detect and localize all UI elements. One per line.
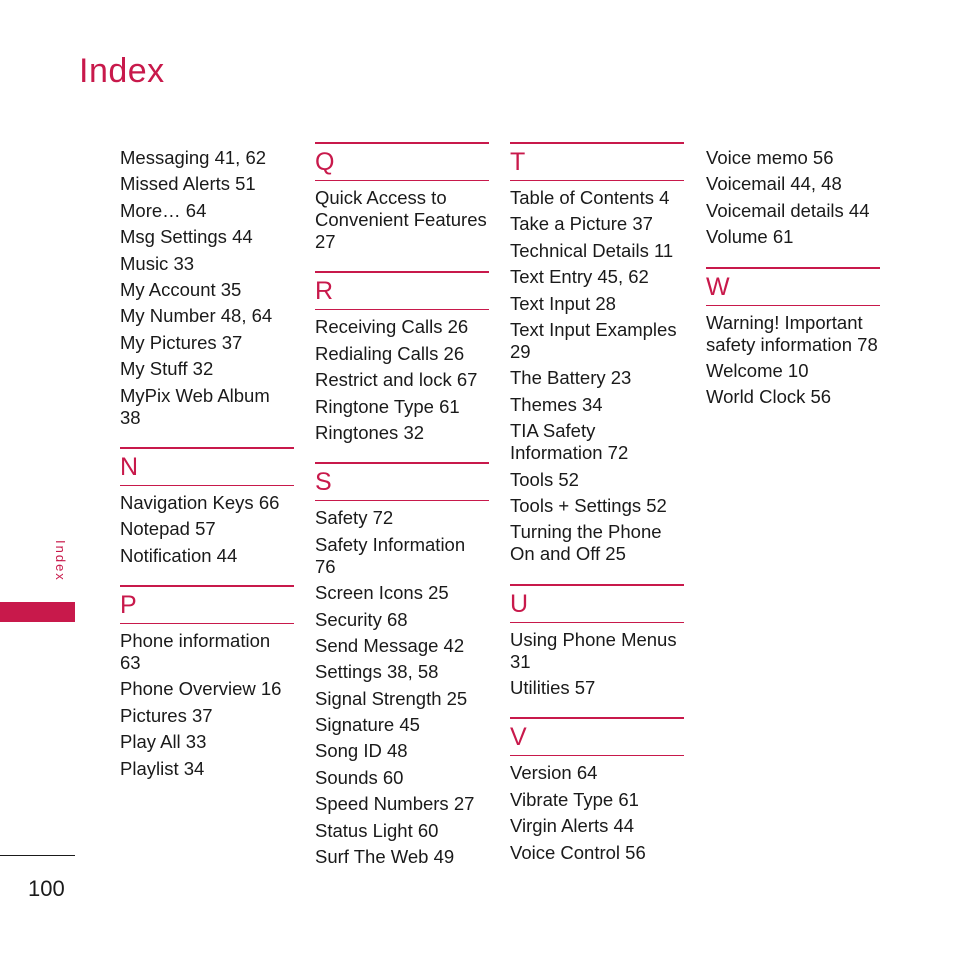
index-entry: Ringtone Type 61 (315, 395, 460, 417)
index-entry: Voicemail details 44 (706, 199, 870, 221)
index-entry: Navigation Keys 66 (120, 491, 280, 513)
index-entry: Music 33 (120, 252, 195, 274)
index-column-2: Q Quick Access to Convenient Features 27… (315, 142, 489, 872)
section-u: U Using Phone Menus 31 Utilities 57 (510, 583, 684, 699)
section-letter: N (120, 452, 139, 481)
index-entry: My Number 48, 64 (120, 305, 273, 327)
section-t: T Table of Contents 4 Take a Picture 37 … (510, 142, 684, 565)
index-entry: Version 64 (510, 762, 598, 784)
index-entry: Voicemail 44, 48 (706, 173, 842, 195)
index-entry: Settings 38, 58 (315, 661, 439, 683)
index-column-3: T Table of Contents 4 Take a Picture 37 … (510, 142, 684, 868)
section-letter: W (706, 272, 730, 301)
index-entry: Missed Alerts 51 (120, 173, 256, 195)
section-n: N Navigation Keys 66 Notepad 57 Notifica… (120, 446, 294, 567)
index-entry: Signal Strength 25 (315, 687, 468, 709)
section-letter: U (510, 589, 529, 618)
index-entry: Voice Control 56 (510, 841, 646, 863)
index-column-1: Messaging 41, 62 Missed Alerts 51 More… … (120, 147, 294, 784)
footer-rule (0, 855, 75, 856)
index-entry: Security 68 (315, 608, 408, 630)
index-entry: My Stuff 32 (120, 358, 214, 380)
section-w: W Warning! Important safety information … (706, 266, 880, 409)
section-letter: V (510, 723, 527, 752)
index-entry: Msg Settings 44 (120, 226, 253, 248)
index-entry: Surf The Web 49 (315, 846, 455, 868)
index-entry: Signature 45 (315, 714, 420, 736)
index-entry: My Account 35 (120, 278, 242, 300)
index-entry: Text Entry 45, 62 (510, 266, 649, 288)
section-header: P (120, 585, 294, 625)
index-entry: Voice memo 56 (706, 147, 834, 168)
index-entry: The Battery 23 (510, 367, 632, 389)
index-entry: Text Input 28 (510, 292, 616, 314)
section-header: Q (315, 142, 489, 181)
index-entry: Themes 34 (510, 393, 603, 415)
section-header: R (315, 271, 489, 311)
index-entry: Redialing Calls 26 (315, 342, 465, 364)
index-entry: My Pictures 37 (120, 331, 243, 353)
index-entry: Restrict and lock 67 (315, 369, 478, 391)
section-header: U (510, 583, 684, 623)
index-entry: Song ID 48 (315, 740, 408, 762)
index-entry: Tools + Settings 52 (510, 494, 667, 516)
index-column-4: Voice memo 56 Voicemail 44, 48 Voicemail… (706, 147, 880, 413)
index-entry: Phone Overview 16 (120, 678, 282, 700)
section-header: T (510, 142, 684, 181)
index-entry: Volume 61 (706, 226, 794, 248)
index-entry: Utilities 57 (510, 677, 596, 699)
index-entry: Text Input Examples 29 (510, 318, 677, 362)
index-entry: Tools 52 (510, 468, 579, 490)
index-entry: Ringtones 32 (315, 421, 425, 443)
section-header: N (120, 446, 294, 486)
index-entry: Table of Contents 4 (510, 187, 670, 208)
index-entry: Phone information 63 (120, 630, 271, 674)
index-entry: Notification 44 (120, 544, 238, 566)
section-q: Q Quick Access to Convenient Features 27 (315, 142, 489, 253)
section-r: R Receiving Calls 26 Redialing Calls 26 … (315, 271, 489, 444)
index-entry: Using Phone Menus 31 (510, 628, 677, 672)
side-tab-label: Index (53, 540, 68, 582)
index-entry: Notepad 57 (120, 518, 216, 540)
section-v: V Version 64 Vibrate Type 61 Virgin Aler… (510, 717, 684, 863)
index-entry: Screen Icons 25 (315, 582, 449, 604)
index-entry: Pictures 37 (120, 704, 213, 726)
index-entry: MyPix Web Album 38 (120, 384, 270, 428)
index-entry: Messaging 41, 62 (120, 147, 267, 168)
index-entry: Receiving Calls 26 (315, 316, 469, 338)
index-entry: Turning the Phone On and Off 25 (510, 521, 662, 565)
section-header: W (706, 266, 880, 306)
side-tab-bar (0, 602, 75, 622)
section-header: S (315, 462, 489, 502)
index-entry: TIA Safety Information 72 (510, 420, 629, 464)
section-letter: P (120, 591, 137, 620)
section-p: P Phone information 63 Phone Overview 16… (120, 585, 294, 780)
page-title: Index (79, 52, 165, 90)
index-entry: Sounds 60 (315, 766, 404, 788)
index-entry: Safety 72 (315, 507, 394, 529)
index-entry: Send Message 42 (315, 634, 465, 656)
index-entry: Virgin Alerts 44 (510, 815, 635, 837)
section-letter: R (315, 277, 334, 306)
section-letter: T (510, 148, 526, 176)
section-letter: S (315, 468, 332, 497)
index-entry: Vibrate Type 61 (510, 788, 639, 810)
page-number: 100 (28, 876, 65, 901)
section-letter: Q (315, 148, 335, 176)
index-entry: Status Light 60 (315, 819, 439, 841)
index-entry: Welcome 10 (706, 359, 809, 381)
section-header: V (510, 717, 684, 757)
index-entry: Playlist 34 (120, 757, 205, 779)
index-entry: More… 64 (120, 199, 207, 221)
index-entry: Take a Picture 37 (510, 213, 653, 235)
index-entry: Play All 33 (120, 731, 207, 753)
index-entry: Safety Information 76 (315, 533, 466, 577)
index-entry: Technical Details 11 (510, 239, 674, 261)
index-entry: Warning! Important safety information 78 (706, 311, 878, 355)
index-entry: Speed Numbers 27 (315, 793, 475, 815)
index-entry: Quick Access to Convenient Features 27 (315, 187, 487, 252)
section-s: S Safety 72 Safety Information 76 Screen… (315, 462, 489, 868)
index-entry: World Clock 56 (706, 386, 832, 408)
